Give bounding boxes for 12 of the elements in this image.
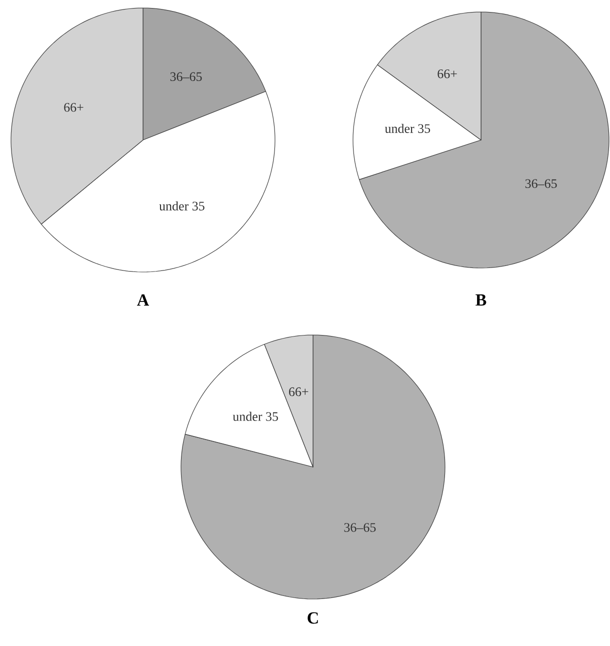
slice-label: 36–65 — [344, 523, 376, 532]
text: B — [476, 294, 486, 306]
text: C — [308, 612, 318, 624]
slice-label: 66+ — [64, 103, 84, 112]
slice-label: under 35 — [159, 201, 204, 210]
slice-label: 66+ — [289, 387, 308, 396]
text: A — [137, 294, 150, 306]
slice-label: under 35 — [384, 124, 430, 133]
slice-label: 66+ — [438, 69, 457, 78]
slice-label: 36–65 — [170, 72, 202, 82]
slice-label: under 35 — [232, 412, 278, 421]
slice-label: 36–65 — [525, 179, 557, 188]
